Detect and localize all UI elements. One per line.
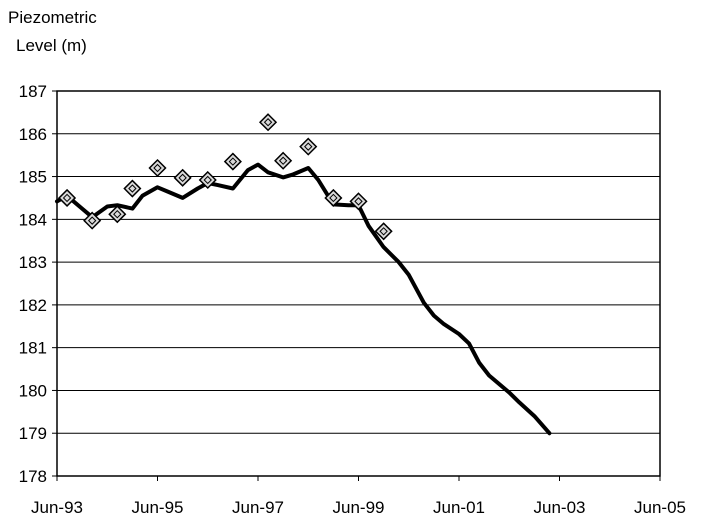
y-axis-label-line-1: Piezometric [8, 8, 97, 27]
y-tick-label: 186 [19, 125, 47, 144]
data-point-marker-inner [153, 163, 162, 173]
series-line-path [55, 162, 552, 436]
plot-area-border [56, 90, 661, 477]
data-point-marker-inner [304, 142, 313, 151]
data-point-marker [374, 222, 393, 241]
data-point-marker-inner [263, 118, 273, 127]
y-tick-label: 182 [19, 296, 47, 315]
data-point-marker-inner [329, 193, 338, 203]
data-point-marker [274, 151, 293, 170]
y-tick-label: 181 [19, 339, 47, 358]
data-point-marker [108, 205, 127, 224]
data-point-marker [148, 158, 167, 178]
data-point-marker-inner [62, 193, 72, 203]
data-point-marker-inner [113, 209, 122, 219]
x-tick-label: Jun-93 [31, 498, 83, 517]
data-point-marker [223, 152, 242, 171]
y-tick-label: 180 [19, 381, 47, 400]
y-tick-label: 185 [19, 168, 47, 187]
data-point-marker [123, 179, 142, 198]
data-point-marker [349, 192, 368, 211]
data-point-marker-inner [178, 173, 187, 183]
data-point-marker [83, 211, 102, 230]
x-tick-label: Jun-99 [333, 498, 385, 517]
y-tick-label: 179 [19, 424, 47, 443]
data-point-marker [173, 168, 192, 187]
y-tick-label: 184 [19, 210, 47, 229]
x-tick-label: Jun-05 [634, 498, 686, 517]
data-point-marker-inner [128, 184, 137, 193]
y-tick-label: 187 [19, 82, 47, 101]
data-point-marker-inner [354, 197, 363, 206]
data-point-marker-inner [379, 227, 388, 236]
data-point-marker [57, 188, 77, 208]
data-point-marker [198, 170, 217, 190]
data-point-marker [299, 137, 318, 156]
data-point-marker-inner [228, 157, 238, 166]
data-point-marker-inner [278, 156, 288, 165]
data-point-marker [324, 188, 343, 208]
y-tick-label: 183 [19, 253, 47, 272]
x-tick-label: Jun-01 [433, 498, 485, 517]
x-tick-label: Jun-97 [232, 498, 284, 517]
data-point-marker-inner [87, 216, 97, 225]
x-tick-label: Jun-95 [132, 498, 184, 517]
data-point-marker [258, 113, 278, 132]
y-tick-label: 178 [19, 467, 47, 486]
y-axis-label-line-2: Level (m) [16, 36, 87, 55]
x-tick-label: Jun-03 [534, 498, 586, 517]
data-point-marker-inner [203, 175, 212, 185]
